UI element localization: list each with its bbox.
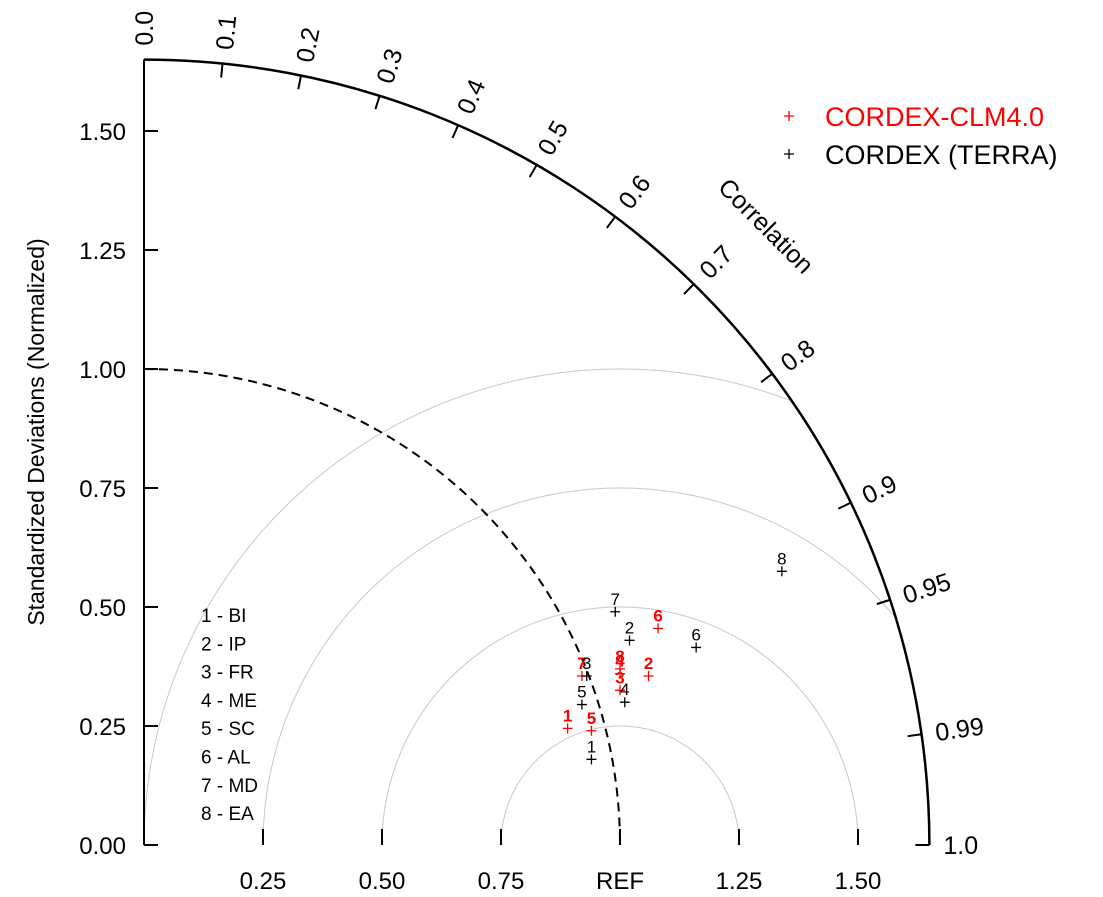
data-point-marker <box>610 606 621 617</box>
data-point-label: 4 <box>620 680 629 699</box>
y-tick-label: 0.50 <box>79 595 126 622</box>
correlation-tick <box>907 733 922 738</box>
correlation-tick <box>374 95 381 110</box>
data-point-marker <box>643 671 654 682</box>
rms-contour <box>262 487 896 845</box>
correlation-tick <box>451 124 460 139</box>
legend-marker <box>784 111 794 121</box>
correlation-tick-label: 0.5 <box>532 116 574 160</box>
x-tick-label: 0.50 <box>359 868 406 895</box>
correlation-tick-label: 1.0 <box>943 832 978 860</box>
region-key: 1 - BI 2 - IP 3 - FR 4 - ME 5 - SC 6 - AL 7 - … <box>201 606 258 825</box>
region-key-item: 6 - AL <box>201 748 251 769</box>
data-point-label: 2 <box>625 618 634 637</box>
rms-contour <box>500 725 740 845</box>
y-tick-label: 0.75 <box>79 476 126 503</box>
region-key-item: 1 - BI <box>201 606 246 627</box>
correlation-tick-label: 0.8 <box>776 334 821 377</box>
data-point-marker <box>776 566 787 577</box>
y-axis-label: Standardized Deviations (Normalized) <box>23 238 49 625</box>
data-point-marker <box>581 671 592 682</box>
data-point-label: 3 <box>582 654 591 673</box>
legend-label: CORDEX-CLM4.0 <box>825 102 1044 132</box>
y-tick-label: 1.50 <box>79 119 126 146</box>
y-tick-label: 0.25 <box>79 714 126 741</box>
region-key-item: 7 - MD <box>201 776 258 797</box>
correlation-tick-label: 0.6 <box>613 170 656 215</box>
correlation-tick <box>606 216 617 229</box>
correlation-tick-label: 0.4 <box>452 75 492 118</box>
data-point-label: 6 <box>653 606 662 625</box>
rms-contour <box>143 368 791 845</box>
data-point-marker <box>576 699 587 710</box>
diagram-frame <box>143 58 931 846</box>
data-point-label: 1 <box>587 737 596 756</box>
correlation-tick <box>528 164 538 178</box>
data-point-marker <box>586 725 597 736</box>
data-point-label: 6 <box>691 625 700 644</box>
data-point-marker <box>624 635 635 646</box>
correlation-arc <box>143 58 931 846</box>
correlation-tick <box>297 75 303 90</box>
data-point-label: 7 <box>577 654 586 673</box>
data-point-label: 2 <box>644 654 653 673</box>
reference-std-arc <box>143 368 621 846</box>
data-point-marker <box>586 754 597 765</box>
correlation-tick-label: 0.9 <box>858 470 901 510</box>
x-tick-label: 0.75 <box>478 868 525 895</box>
legend-label: CORDEX (TERRA) <box>825 140 1058 170</box>
data-point-marker <box>615 663 625 674</box>
x-tick-label: REF <box>596 868 644 895</box>
correlation-tick-label: 0.95 <box>899 568 954 610</box>
region-key-item: 8 - EA <box>201 804 254 825</box>
correlation-tick-label: 0.7 <box>694 240 738 284</box>
region-key-item: 3 - FR <box>201 663 254 684</box>
y-tick-label: 1.25 <box>79 238 126 265</box>
data-point-label: 5 <box>577 683 586 702</box>
data-point-marker <box>615 685 625 696</box>
data-point-label: 8 <box>777 549 786 568</box>
x-tick-label: 0.25 <box>240 868 287 895</box>
correlation-tick-label: 0.2 <box>291 25 325 65</box>
correlation-tick-label: 0.0 <box>131 11 159 46</box>
correlation-tick <box>876 598 891 606</box>
data-point-marker <box>619 697 630 708</box>
data-point-marker <box>653 623 664 634</box>
correlation-tick <box>760 372 773 383</box>
correlation-tick-label: 0.99 <box>934 712 986 747</box>
data-point-label: 8 <box>615 647 624 666</box>
y-tick-label: 0.00 <box>79 833 126 860</box>
region-key-item: 4 - ME <box>201 691 257 712</box>
correlation-tick <box>837 501 852 510</box>
y-tick-label: 1.00 <box>79 357 126 384</box>
data-point-label: 1 <box>563 706 572 725</box>
correlation-tick <box>220 63 224 78</box>
axis-ticks <box>143 59 930 846</box>
data-point-marker <box>562 723 573 734</box>
x-tick-label: 1.25 <box>716 868 763 895</box>
region-key-item: 5 - SC <box>201 719 255 740</box>
region-key-item: 2 - IP <box>201 634 246 655</box>
legend: CORDEX-CLM4.0 CORDEX (TERRA) <box>784 102 1058 170</box>
correlation-tick-label: 0.1 <box>211 14 242 51</box>
rms-contours <box>143 368 896 845</box>
x-tick-label: 1.50 <box>835 868 882 895</box>
correlation-tick <box>683 283 695 295</box>
data-point-marker <box>691 642 702 653</box>
correlation-tick-label: 0.3 <box>371 45 408 87</box>
data-point-label: 7 <box>611 590 620 609</box>
rms-contour <box>381 606 859 845</box>
data-point-label: 4 <box>615 652 625 671</box>
legend-marker <box>784 149 794 159</box>
data-point-label: 5 <box>587 709 596 728</box>
